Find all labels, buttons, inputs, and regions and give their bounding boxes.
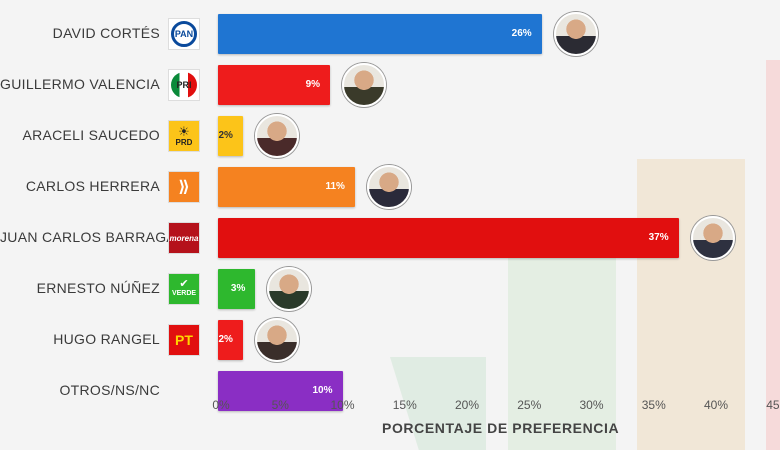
candidate-photo-icon [553,12,598,56]
pri-logo-mark: PRI [171,72,197,98]
category-label: OTROS/NS/NC [59,382,160,398]
bg-shape-tan [637,159,745,450]
bar-value-label: 37% [648,232,669,243]
verde-logo: ✔ VERDE [168,273,200,305]
mc-logo: ⟫ [168,171,200,203]
category-label: HUGO RANGEL [53,331,160,347]
verde-logo-mark: ✔ VERDE [171,278,197,298]
bar-5 [218,218,679,258]
x-tick-label: 45% [766,398,780,412]
pan-logo-mark: PAN [171,21,197,47]
bar-4 [218,167,355,207]
bar-2 [218,65,331,105]
candidate-photo-icon [267,267,312,311]
x-tick-label: 15% [392,398,417,412]
category-label: CARLOS HERRERA [25,178,160,194]
bar-value-label: 10% [312,385,333,396]
pan-logo: PAN [168,18,200,50]
prd-logo-mark: ☀ PRD [175,123,193,147]
prd-text: PRD [175,137,193,147]
x-tick-label: 0% [212,398,230,412]
x-tick-label: 35% [641,398,666,412]
candidate-photo-icon [254,114,299,158]
bar-value-label: 2% [218,130,233,141]
bar-7 [218,320,243,360]
x-axis-label: PORCENTAJE DE PREFERENCIA [382,420,620,436]
bar-6 [218,269,256,309]
mc-logo-mark: ⟫ [178,179,190,196]
pt-logo-mark: PT [175,332,193,348]
x-tick-label: 25% [517,398,542,412]
bar-value-label: 11% [325,181,345,192]
bar-value-label: 9% [305,79,321,90]
candidate-photo-icon [342,63,387,107]
bar-8 [218,371,343,411]
bg-shape-green [508,258,616,450]
candidate-photo-icon [366,165,411,209]
category-label: ARACELI SAUCEDO [22,127,160,143]
bg-shape-pink [766,60,780,450]
x-tick-label: 30% [579,398,604,412]
prd-logo: ☀ PRD [168,120,200,152]
verde-check-icon: ✔ [179,278,189,290]
x-tick-label: 20% [454,398,480,412]
category-label: JUAN CARLOS BARRAGÁN [0,229,187,245]
x-tick-label: 40% [703,398,729,412]
morena-logo-mark: morena [169,233,199,243]
bar-value-label: 2% [218,334,233,345]
x-tick-label: 5% [271,398,289,412]
pt-logo: PT [168,324,200,356]
bar-value-label: 26% [511,28,532,39]
category-label: GUILLERMO VALENCIA [0,76,160,92]
bar-value-label: 3% [230,283,246,294]
x-tick-label: 10% [330,398,355,412]
candidate-photo-icon [254,318,299,362]
category-label: DAVID CORTÉS [52,25,160,41]
category-label: ERNESTO NÚÑEZ [36,280,160,296]
pri-logo: PRI [168,69,200,101]
verde-text: VERDE [171,290,197,297]
bar-3 [218,116,243,156]
bar-1 [218,14,542,54]
morena-logo: morena [168,222,200,254]
candidate-photo-icon [690,216,735,260]
